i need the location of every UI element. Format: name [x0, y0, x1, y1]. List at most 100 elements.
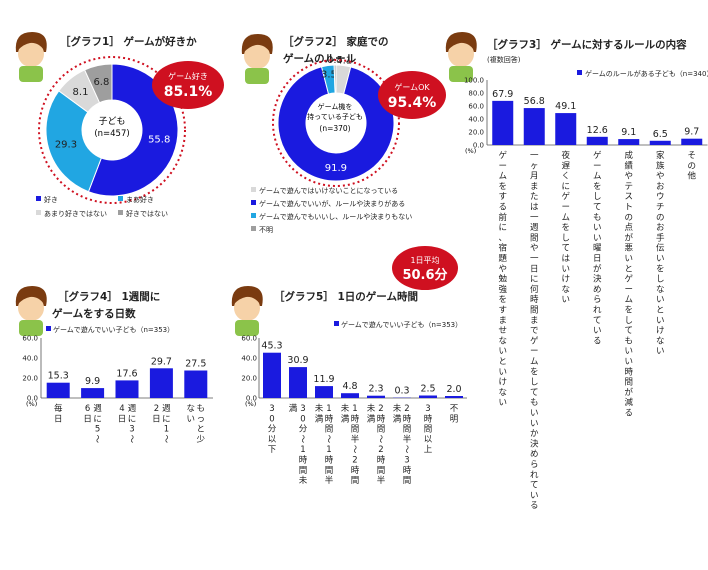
category-char: ー [530, 347, 539, 357]
bar [586, 136, 608, 145]
category-char: ヶ [530, 161, 539, 171]
category-char: 間 [624, 378, 633, 388]
category-char: し [530, 378, 539, 388]
category-char: 〜 [323, 435, 333, 444]
category-char: け [498, 378, 507, 388]
y-tick-label: 60.0 [22, 335, 38, 343]
g4-bars: 60.040.020.00.015.3毎日9.9週に5〜6日17.6週に3〜4日… [22, 335, 213, 445]
category-char: ゲ [498, 150, 507, 161]
g3-legend-swatch [577, 70, 582, 75]
category-label: 毎日 [54, 403, 63, 424]
category-char: 時 [351, 466, 360, 476]
category-char: 満 [289, 404, 298, 414]
donut-value-label-1: 91.9 [325, 163, 347, 174]
bar-value-label: 6.5 [653, 129, 668, 140]
category-char: と [624, 264, 633, 274]
category-char: 〜 [92, 435, 102, 444]
category-char: ム [624, 295, 633, 305]
category-char: な [656, 336, 665, 346]
category-char: 4 [119, 404, 124, 414]
bar [263, 352, 281, 398]
category-char: い [624, 254, 633, 264]
category-char: 他 [687, 171, 696, 182]
category-char: を [498, 295, 507, 305]
category-char: 〜 [297, 435, 307, 444]
category-char: ま [530, 182, 539, 192]
category-char: ま [530, 316, 539, 326]
category-char: も [197, 404, 206, 414]
graph3: ［グラフ3］ ゲームに対するルールの内容 (複数回答) ゲームのルールがある子ど… [445, 32, 708, 511]
bar-value-label: 17.6 [116, 368, 137, 379]
category-char: 伝 [656, 243, 665, 254]
category-char: 悪 [624, 244, 633, 254]
category-char: は [530, 203, 539, 213]
category-char: 間 [403, 425, 412, 435]
g1-donut: 55.8 29.3 8.1 6.8 [45, 63, 179, 197]
category-char: な [656, 285, 665, 295]
g1-legend-2: あまり好きではない [44, 209, 107, 218]
category-char: い [624, 357, 633, 367]
category-char: で [530, 326, 539, 336]
category-char: た [530, 192, 539, 202]
g2-donut: 4.191.93.50.5 [277, 55, 395, 182]
bar [81, 388, 105, 398]
category-char: 決 [593, 274, 602, 285]
g2-badge-value: 95.4% [388, 95, 437, 111]
category-char: す [498, 192, 507, 202]
category-char: ゲ [561, 191, 570, 202]
category-char: 、 [498, 233, 507, 243]
category-label: 不明 [450, 404, 459, 424]
g5-legend: ゲームで遊んでいい子ども（n=353） [341, 320, 462, 329]
category-char: 減 [624, 397, 633, 408]
g2-center-l2: 持っている子ども [307, 112, 363, 121]
category-char: 3 [425, 404, 430, 414]
category-char: 手 [656, 232, 665, 243]
category-char: 時 [325, 414, 334, 424]
bar [149, 368, 173, 398]
category-char: ム [530, 357, 539, 367]
category-char: 上 [424, 445, 433, 455]
category-char: く [561, 172, 570, 182]
category-char: 0 [269, 414, 274, 424]
bar-value-label: 67.9 [492, 89, 513, 100]
category-char: 週 [128, 404, 137, 414]
g3-title: ［グラフ3］ ゲームに対するルールの内容 [487, 38, 687, 51]
bar-value-label: 2.5 [420, 384, 435, 395]
category-char: を [656, 264, 665, 274]
category-char: の [656, 213, 665, 223]
y-tick-label: 60.0 [468, 103, 484, 111]
category-char: い [593, 326, 602, 336]
category-char: に [162, 414, 171, 424]
category-char: ゲ [593, 150, 602, 161]
category-char: 間 [377, 466, 386, 476]
bar-value-label: 29.7 [151, 356, 172, 367]
graph5: ［グラフ5］ 1日のゲーム時間 1日平均 50.6分 ゲームで遊んでいい子ども（… [231, 246, 467, 486]
g2-center-n: (n=370) [319, 124, 350, 133]
bar-value-label: 0.3 [394, 386, 409, 397]
donut-slice-3 [83, 63, 113, 104]
category-char: に [530, 275, 539, 285]
category-char: 週 [162, 404, 171, 414]
y-tick-label: 40.0 [468, 116, 484, 124]
g1-legend-3: 好きではない [126, 209, 168, 218]
category-char: の [624, 213, 633, 223]
mascot-icon [15, 32, 47, 82]
bar-value-label: 15.3 [48, 371, 69, 382]
category-char: け [561, 275, 570, 285]
y-tick-label: 0.0 [246, 395, 257, 403]
category-char: ゲ [530, 335, 539, 346]
category-char: 間 [424, 425, 433, 435]
donut-value-label-2: 8.1 [73, 87, 89, 98]
bar-value-label: 45.3 [261, 341, 282, 352]
category-char: 満 [393, 414, 402, 424]
bar [419, 395, 437, 398]
y-tick-label: 80.0 [468, 90, 484, 98]
category-char: 明 [450, 414, 459, 424]
category-char: も [593, 213, 602, 223]
category-char: て [593, 203, 602, 213]
